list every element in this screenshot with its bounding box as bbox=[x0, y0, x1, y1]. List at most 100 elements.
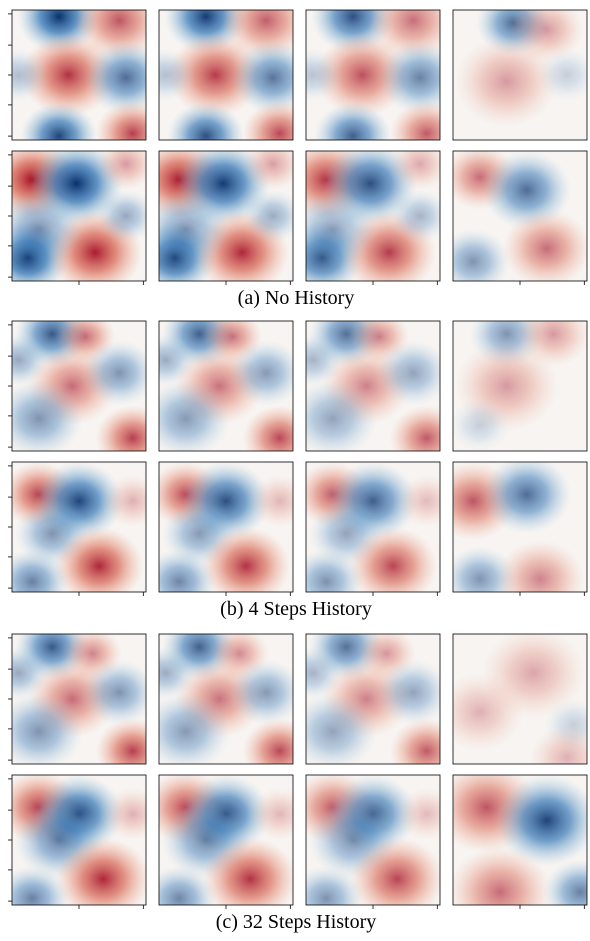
heatmap-panel bbox=[453, 10, 587, 140]
field-blob bbox=[537, 49, 587, 101]
field-blob bbox=[453, 229, 510, 281]
field-blob bbox=[201, 527, 291, 592]
heatmap-panel bbox=[12, 151, 146, 281]
field-blob bbox=[242, 101, 293, 140]
field-blob bbox=[12, 549, 69, 592]
field-blob bbox=[453, 399, 510, 451]
field-blob bbox=[376, 340, 440, 406]
field-blob bbox=[103, 788, 146, 840]
field-blob bbox=[96, 151, 146, 190]
field-blob bbox=[495, 775, 587, 866]
field-blob bbox=[12, 190, 84, 268]
field-blob bbox=[482, 151, 571, 229]
field-blob bbox=[349, 837, 440, 905]
field-blob bbox=[82, 340, 146, 406]
field-blob bbox=[482, 462, 571, 534]
field-blob bbox=[306, 49, 343, 101]
field-blob bbox=[306, 379, 378, 451]
field-blob bbox=[348, 527, 438, 592]
field-blob bbox=[530, 725, 587, 764]
field-blob bbox=[250, 475, 293, 527]
field-blob bbox=[82, 660, 146, 725]
field-blob bbox=[390, 190, 440, 242]
field-blob bbox=[231, 41, 293, 114]
field-blob bbox=[96, 190, 146, 242]
field-blob bbox=[20, 102, 98, 140]
field-blob bbox=[229, 340, 293, 406]
heatmap-panel bbox=[306, 151, 440, 281]
panel-frame bbox=[158, 9, 294, 141]
heatmap-panel bbox=[306, 634, 440, 764]
field-blob bbox=[103, 475, 146, 527]
field-blob bbox=[12, 647, 49, 699]
field-blob bbox=[543, 859, 587, 905]
panel-frame bbox=[452, 9, 588, 141]
field-blob bbox=[306, 866, 363, 905]
caption: (c) 32 Steps History bbox=[216, 911, 377, 933]
heatmap-panel bbox=[453, 775, 587, 905]
field-blob bbox=[455, 36, 559, 127]
field-blob bbox=[159, 692, 231, 764]
field-blob bbox=[397, 475, 440, 527]
field-blob bbox=[54, 527, 144, 592]
field-blob bbox=[159, 647, 196, 699]
panel-frame bbox=[305, 9, 441, 141]
heatmap-panel bbox=[159, 151, 293, 281]
field-blob bbox=[306, 692, 378, 764]
panel-frame bbox=[305, 320, 441, 452]
field-blob bbox=[378, 41, 440, 114]
field-blob bbox=[84, 41, 146, 114]
heatmap-panel bbox=[159, 775, 293, 905]
field-blob bbox=[306, 549, 363, 592]
heatmap-panel bbox=[159, 10, 293, 140]
panel-frame bbox=[305, 633, 441, 765]
heatmap-panel bbox=[306, 10, 440, 140]
field-blob bbox=[12, 692, 84, 764]
field-blob bbox=[389, 718, 440, 764]
heatmap-panel bbox=[159, 321, 293, 451]
panel-frame bbox=[158, 320, 294, 452]
field-blob bbox=[202, 837, 293, 905]
field-blob bbox=[243, 190, 293, 242]
heatmap-panel bbox=[12, 10, 146, 140]
field-blob bbox=[495, 540, 585, 592]
field-blob bbox=[376, 660, 440, 725]
field-blob bbox=[159, 334, 196, 386]
field-blob bbox=[242, 718, 293, 764]
field-blob bbox=[502, 209, 587, 281]
field-blob bbox=[12, 49, 49, 101]
heatmap-panel bbox=[453, 462, 587, 592]
heatmap-panel bbox=[306, 321, 440, 451]
panel-frame bbox=[452, 633, 588, 765]
field-blob bbox=[306, 334, 343, 386]
field-blob bbox=[306, 190, 378, 268]
field-blob bbox=[389, 101, 440, 140]
field-blob bbox=[95, 101, 146, 140]
field-blob bbox=[397, 788, 440, 840]
field-blob bbox=[243, 151, 293, 190]
heatmap-panel bbox=[453, 151, 587, 281]
caption: (b) 4 Steps History bbox=[220, 598, 372, 620]
caption: (a) No History bbox=[238, 287, 355, 309]
field-blob bbox=[453, 846, 552, 905]
field-blob bbox=[242, 405, 293, 451]
heatmap-panel bbox=[12, 321, 146, 451]
heatmap-panel bbox=[453, 634, 587, 764]
field-blob bbox=[250, 788, 293, 840]
panel-frame bbox=[452, 320, 588, 452]
field-blob bbox=[12, 379, 84, 451]
field-blob bbox=[314, 102, 392, 140]
field-blob bbox=[12, 334, 49, 386]
field-blob bbox=[306, 647, 343, 699]
field-blob bbox=[159, 49, 196, 101]
heatmap-panel bbox=[12, 775, 146, 905]
heatmap-panel bbox=[306, 775, 440, 905]
heatmap-panel bbox=[12, 462, 146, 592]
heatmap-panel bbox=[159, 462, 293, 592]
field-blob bbox=[159, 190, 231, 268]
heatmap-panel bbox=[12, 634, 146, 764]
field-blob bbox=[389, 405, 440, 451]
panel-frame bbox=[158, 633, 294, 765]
field-blob bbox=[159, 866, 216, 905]
